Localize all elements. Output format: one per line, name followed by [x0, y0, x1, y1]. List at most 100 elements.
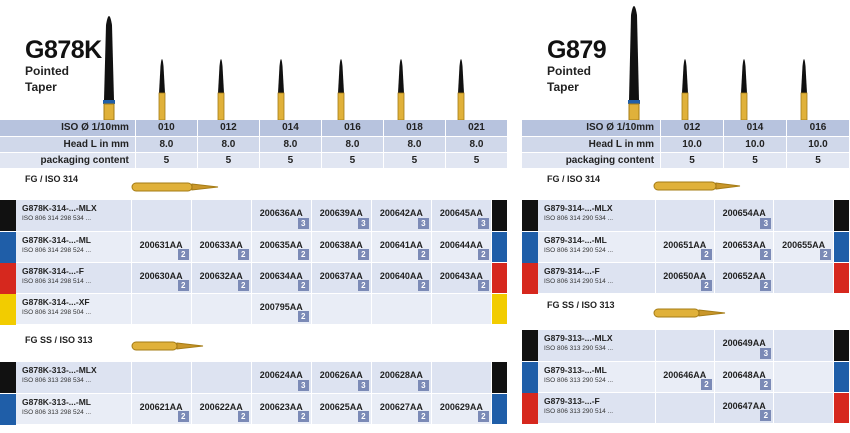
order-cell[interactable]: 200629AA 2: [431, 393, 492, 425]
order-number[interactable]: 200623AA: [259, 401, 303, 412]
order-cell[interactable]: 200641AA 2: [371, 231, 432, 263]
order-cell[interactable]: 200625AA 2: [311, 393, 372, 425]
order-number[interactable]: 200646AA: [663, 369, 707, 380]
order-cell[interactable]: 200642AA 3: [371, 200, 432, 232]
product-subtitle-line1: Pointed: [547, 64, 591, 78]
order-number[interactable]: 200638AA: [319, 239, 363, 250]
product-name: G878K-314-...-XF: [22, 296, 90, 307]
color-stripe-right: [833, 330, 850, 362]
spec-row-label: packaging content: [522, 152, 662, 169]
order-number[interactable]: 200635AA: [259, 239, 303, 250]
order-cell[interactable]: 200645AA 3: [431, 200, 492, 232]
order-cell[interactable]: 200653AA 2: [714, 231, 775, 263]
order-cell[interactable]: 200648AA 2: [714, 361, 775, 393]
order-cell[interactable]: 200654AA 3: [714, 200, 775, 232]
color-stripe-right: [833, 361, 850, 393]
bur-icon: [740, 59, 748, 120]
order-cell[interactable]: 200622AA 2: [191, 393, 252, 425]
order-number[interactable]: 200624AA: [259, 370, 303, 380]
order-number[interactable]: 200629AA: [439, 401, 483, 412]
order-cell[interactable]: 200649AA 3: [714, 330, 775, 362]
order-number[interactable]: 200647AA: [722, 400, 766, 411]
spec-value: 021: [445, 120, 509, 137]
order-cell[interactable]: 200636AA 3: [251, 200, 312, 232]
order-number[interactable]: 200622AA: [199, 401, 243, 412]
order-number[interactable]: 200621AA: [139, 401, 183, 412]
pack-badge: 2: [237, 248, 249, 260]
order-number[interactable]: 200648AA: [722, 369, 766, 380]
order-number[interactable]: 200633AA: [199, 239, 243, 250]
order-cell[interactable]: 200639AA 3: [311, 200, 372, 232]
order-number[interactable]: 200625AA: [319, 401, 363, 412]
order-cell[interactable]: 200631AA 2: [131, 231, 192, 263]
order-number[interactable]: 200636AA: [259, 208, 303, 218]
order-number[interactable]: 200649AA: [722, 338, 766, 348]
order-number[interactable]: 200645AA: [439, 208, 483, 218]
pack-badge: 2: [237, 279, 249, 291]
order-number[interactable]: 200651AA: [663, 239, 707, 250]
section-label: FG SS / ISO 313: [25, 335, 93, 345]
order-cell[interactable]: 200655AA 2: [773, 231, 834, 263]
spec-value: 8.0: [197, 136, 260, 153]
order-cell[interactable]: 200652AA 2: [714, 262, 775, 294]
order-cell[interactable]: 200644AA 2: [431, 231, 492, 263]
order-cell[interactable]: 200627AA 2: [371, 393, 432, 425]
table-row: G878K-313-...-ML ISO 806 313 298 524 ... 2…: [0, 393, 509, 425]
section-label: FG / ISO 314: [25, 174, 79, 184]
order-cell: [191, 200, 252, 232]
pack-badge: 2: [760, 279, 772, 291]
order-cell[interactable]: 200650AA 2: [655, 262, 715, 294]
order-cell[interactable]: 200626AA 3: [311, 362, 372, 394]
order-cell[interactable]: 200651AA 2: [655, 231, 715, 263]
spec-row-label: ISO Ø 1/10mm: [522, 120, 662, 137]
order-number[interactable]: 200627AA: [379, 401, 423, 412]
order-cell[interactable]: 200646AA 2: [655, 361, 715, 393]
order-cell[interactable]: 200628AA 3: [371, 362, 432, 394]
pack-badge: 2: [297, 279, 309, 291]
order-number[interactable]: 200642AA: [379, 208, 423, 218]
order-number[interactable]: 200632AA: [199, 270, 243, 281]
order-cell[interactable]: 200635AA 2: [251, 231, 312, 263]
spec-value: 5: [786, 152, 850, 169]
order-number[interactable]: 200628AA: [379, 370, 423, 380]
order-number[interactable]: 200631AA: [139, 239, 183, 250]
order-cell[interactable]: 200647AA 2: [714, 392, 775, 424]
order-cell[interactable]: 200643AA 2: [431, 262, 492, 294]
order-number[interactable]: 200650AA: [663, 270, 707, 281]
table-row: G879-314-...-MLX ISO 806 314 290 534 ... 2…: [522, 200, 850, 232]
order-number[interactable]: 200640AA: [379, 270, 423, 281]
product-name: G879-313-...-MLX: [544, 333, 613, 343]
order-number[interactable]: 200652AA: [722, 270, 766, 281]
order-cell: [131, 293, 192, 325]
order-number[interactable]: 200639AA: [319, 208, 363, 218]
order-number[interactable]: 200653AA: [722, 239, 766, 250]
order-cell[interactable]: 200637AA 2: [311, 262, 372, 294]
order-cell[interactable]: 200795AA 2: [251, 293, 312, 325]
order-cell[interactable]: 200621AA 2: [131, 393, 192, 425]
order-cell[interactable]: 200640AA 2: [371, 262, 432, 294]
order-number[interactable]: 200637AA: [319, 270, 363, 281]
order-cell[interactable]: 200623AA 2: [251, 393, 312, 425]
order-cell[interactable]: 200633AA 2: [191, 231, 252, 263]
order-cell: [655, 200, 715, 232]
order-cell[interactable]: 200630AA 2: [131, 262, 192, 294]
table-row: G879-314-...-F ISO 806 314 290 514 ... 200…: [522, 262, 850, 294]
order-number[interactable]: 200634AA: [259, 270, 303, 281]
order-number[interactable]: 200654AA: [722, 208, 766, 218]
order-number[interactable]: 200630AA: [139, 270, 183, 281]
product-code-cell: G878K-314-...-F ISO 806 314 298 514 ...: [0, 262, 132, 294]
order-number[interactable]: 200795AA: [259, 301, 303, 312]
order-cell[interactable]: 200624AA 3: [251, 362, 312, 394]
order-number[interactable]: 200655AA: [782, 239, 826, 250]
order-cell[interactable]: 200638AA 2: [311, 231, 372, 263]
order-number[interactable]: 200626AA: [319, 370, 363, 380]
order-number[interactable]: 200641AA: [379, 239, 423, 250]
order-cell[interactable]: 200632AA 2: [191, 262, 252, 294]
order-number[interactable]: 200643AA: [439, 270, 483, 281]
order-cell: [773, 200, 834, 232]
table-row: G879-314-...-ML ISO 806 314 290 524 ... 20…: [522, 231, 850, 263]
order-number[interactable]: 200644AA: [439, 239, 483, 250]
pack-badge: 2: [760, 378, 772, 390]
table-row: G878K-314-...-XF ISO 806 314 298 504 ... 2…: [0, 293, 509, 325]
order-cell[interactable]: 200634AA 2: [251, 262, 312, 294]
